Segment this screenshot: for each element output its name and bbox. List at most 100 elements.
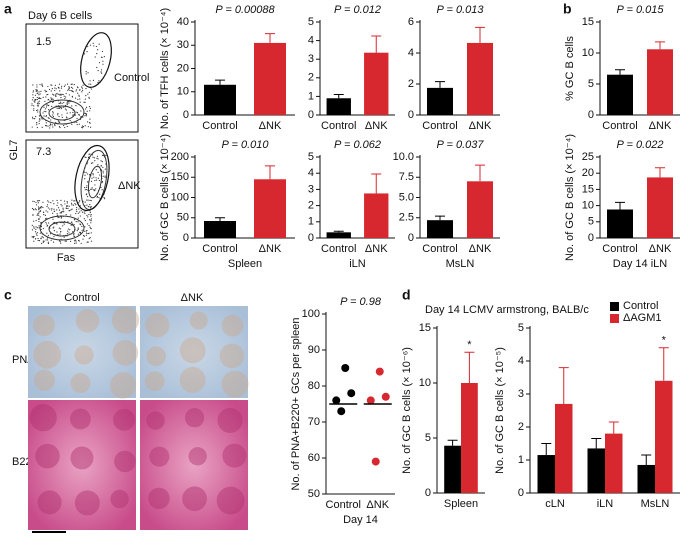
x-tick-label: iLN (597, 498, 614, 510)
point (381, 392, 390, 401)
event (62, 93, 64, 96)
event (37, 206, 40, 208)
event (56, 231, 58, 233)
event (45, 239, 47, 241)
event (68, 86, 70, 88)
follicle (184, 408, 205, 428)
event (84, 186, 86, 189)
follicle (114, 450, 136, 473)
y-tick-label: 0 (588, 232, 594, 244)
event (70, 214, 72, 216)
event (36, 232, 39, 234)
event (50, 90, 52, 92)
event (89, 110, 91, 112)
event (38, 211, 40, 213)
error-bar (655, 167, 665, 178)
event (102, 170, 104, 172)
event (41, 126, 43, 128)
event (81, 125, 84, 127)
event (89, 107, 91, 110)
event (57, 216, 59, 218)
event (52, 241, 55, 243)
event (54, 125, 56, 127)
event (77, 98, 79, 101)
event (83, 218, 85, 220)
follicle (70, 446, 94, 470)
event (63, 211, 65, 213)
event (97, 49, 99, 51)
event (88, 213, 90, 216)
event (84, 226, 86, 228)
event (31, 99, 34, 101)
event (90, 206, 92, 208)
event (74, 239, 76, 241)
event (52, 114, 54, 116)
event (38, 200, 41, 202)
histology-image (140, 400, 248, 530)
y-tick-label: 15 (582, 16, 594, 28)
chart-title: P = 0.010 (222, 139, 270, 151)
event (84, 156, 86, 158)
event (95, 45, 98, 48)
event (82, 238, 84, 240)
follicle (111, 306, 140, 334)
event (66, 104, 68, 106)
event (85, 113, 87, 115)
event (103, 55, 105, 58)
event (46, 205, 48, 208)
event (45, 122, 47, 124)
event (45, 96, 47, 98)
event (45, 210, 47, 212)
event (87, 241, 89, 243)
event (88, 83, 90, 85)
event (47, 85, 49, 88)
event (74, 203, 76, 205)
event (72, 91, 74, 93)
error-bar (333, 230, 344, 233)
follicle (222, 443, 247, 468)
event (38, 97, 40, 99)
event (66, 83, 69, 85)
event (95, 169, 97, 171)
event (38, 212, 40, 214)
error-bar (447, 439, 458, 446)
event (70, 224, 72, 226)
y-tick-label: 10 (177, 86, 189, 98)
y-tick-label: 4 (518, 355, 524, 367)
event (66, 112, 68, 114)
event (44, 89, 46, 92)
x-axis-label: iLN (349, 258, 366, 270)
event (73, 235, 75, 237)
follicles (29, 306, 249, 516)
event (70, 86, 73, 88)
bar (427, 87, 453, 115)
event (62, 207, 64, 209)
event (50, 202, 52, 204)
event (76, 117, 78, 120)
follicle (33, 340, 62, 369)
bar (655, 380, 673, 493)
event (78, 208, 80, 210)
event (95, 177, 97, 179)
error-bar (558, 367, 569, 404)
event (87, 199, 89, 201)
event (67, 207, 69, 210)
event (59, 90, 61, 92)
event (69, 112, 71, 114)
x-tick-label: Control (321, 243, 356, 255)
event (36, 214, 38, 216)
event (76, 210, 78, 213)
event (35, 209, 37, 211)
event (65, 240, 67, 242)
x-axis-label: Day 14 (343, 514, 378, 526)
histology-image (28, 400, 136, 530)
event (84, 112, 86, 114)
event (60, 242, 62, 244)
event (99, 193, 101, 195)
y-tick-label: 70 (308, 416, 320, 428)
event (37, 239, 39, 242)
event (40, 228, 42, 231)
event (64, 126, 66, 129)
error-bar (333, 94, 344, 99)
event (45, 115, 48, 117)
